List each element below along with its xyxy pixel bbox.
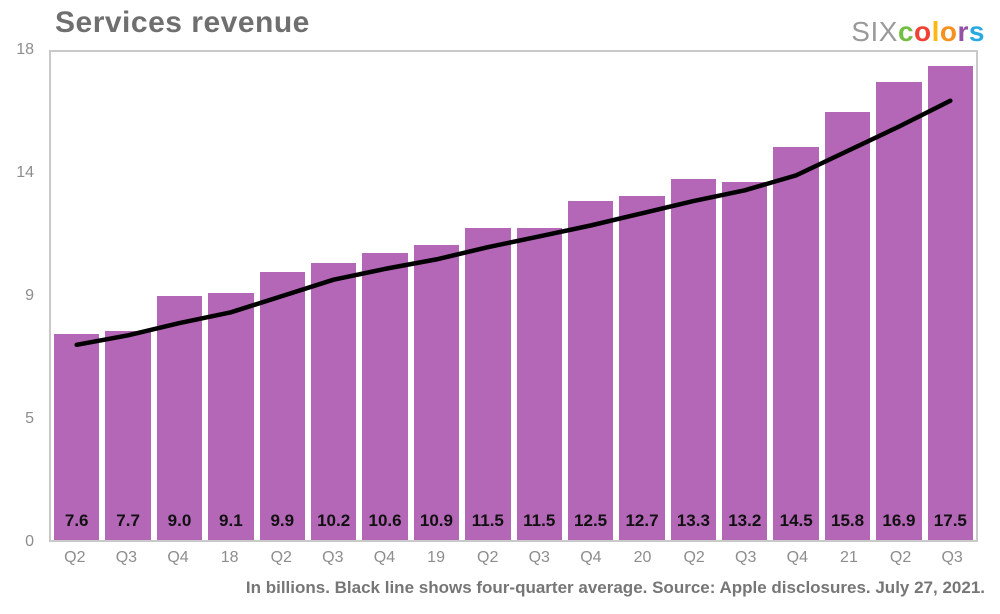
revenue-bar: 7.6: [54, 333, 100, 540]
bar-value-label: 12.5: [574, 511, 608, 530]
sixcolors-logo: SIXcolors: [851, 16, 985, 48]
logo-letter: o: [914, 16, 932, 47]
bar-value-label: 9.0: [167, 511, 192, 530]
bar-value-label: 7.7: [116, 511, 140, 530]
x-tick-label: Q3: [322, 549, 344, 566]
bar-value-label: 10.6: [368, 511, 402, 530]
bar-value-label: 12.7: [625, 511, 659, 530]
bar-value-label: 9.9: [270, 511, 295, 530]
bar-value-label: 17.5: [933, 511, 967, 530]
y-tick-label: 9: [25, 287, 34, 304]
x-tick-label: 18: [220, 549, 239, 566]
revenue-bar: 15.8: [824, 111, 871, 540]
logo-letter: s: [968, 16, 985, 47]
revenue-bar: 9.0: [156, 296, 203, 540]
bar-value-label: 13.3: [676, 511, 710, 530]
revenue-bar: 14.5: [773, 146, 819, 540]
x-tick-label: Q2: [270, 549, 292, 566]
x-tick-label: Q4: [786, 549, 808, 566]
logo-letter: l: [931, 16, 940, 47]
x-tick-label: Q3: [115, 549, 138, 566]
y-tick-label: 14: [16, 164, 34, 181]
bar-value-label: 9.1: [219, 511, 243, 530]
plot-area: 7.6 7.7 9.0 9.1 9.9 10.2 10.6 10.9 11.5 11.5 12.5 1…: [49, 50, 978, 542]
x-tick-label: Q2: [683, 549, 705, 566]
x-tick-label: Q3: [941, 549, 963, 566]
bar-value-label: 7.6: [64, 511, 89, 530]
y-tick-label: 18: [16, 41, 34, 58]
x-tick-label: Q2: [64, 549, 86, 566]
x-tick-label: Q4: [167, 549, 189, 566]
bar-value-label: 10.9: [419, 511, 453, 530]
logo-letter: c: [897, 16, 915, 47]
bar-value-label: 15.8: [831, 511, 865, 530]
bar-value-label: 11.5: [523, 511, 556, 530]
logo-letter: r: [957, 16, 969, 47]
bar-value-label: 11.5: [471, 511, 504, 530]
x-tick-label: Q3: [528, 549, 550, 566]
revenue-bar: 16.9: [876, 81, 922, 540]
x-tick-label: 21: [840, 549, 858, 566]
revenue-bar: 9.1: [208, 293, 254, 540]
source-caption: In billions. Black line shows four-quart…: [245, 578, 985, 597]
x-tick-label: 19: [427, 549, 445, 566]
revenue-bar: 10.6: [362, 252, 408, 540]
revenue-bar: 11.5: [516, 228, 562, 540]
logo-six-text: SIX: [851, 16, 898, 47]
logo-letter: o: [939, 16, 958, 47]
bar-value-label: 10.2: [317, 511, 351, 530]
x-tick-label: 20: [633, 549, 652, 566]
revenue-bar: 12.5: [567, 201, 614, 540]
bars-container: 7.6 7.7 9.0 9.1 9.9 10.2 10.6 10.9 11.5 11.5 12.5 1…: [51, 52, 976, 540]
bar-value-label: 13.2: [728, 511, 762, 530]
revenue-bar: 13.3: [670, 179, 717, 540]
revenue-bar: 11.5: [465, 228, 511, 540]
bar-value-label: 16.9: [882, 511, 916, 530]
revenue-bar: 13.2: [722, 182, 768, 540]
x-tick-label: Q4: [373, 549, 396, 566]
y-axis: 0 5 9 14 18: [0, 41, 42, 550]
revenue-bar: 10.9: [413, 244, 460, 540]
revenue-bar: 17.5: [927, 65, 974, 540]
y-tick-label: 5: [25, 410, 34, 427]
x-tick-label: Q2: [477, 549, 499, 566]
logo-colors-text: colors: [898, 16, 985, 47]
revenue-bar: 10.2: [310, 263, 357, 540]
revenue-bar: 9.9: [259, 271, 305, 540]
x-tick-label: Q3: [735, 549, 757, 566]
x-tick-label: Q2: [889, 549, 912, 566]
revenue-bar: 12.7: [619, 195, 665, 540]
revenue-bar: 7.7: [105, 331, 151, 540]
x-tick-label: Q4: [580, 549, 602, 566]
bar-value-label: 14.5: [779, 511, 813, 530]
page-title: Services revenue: [55, 6, 310, 39]
x-axis: Q2 Q3 Q4 18 Q2 Q3 Q4 19 Q2 Q3 Q4 20 Q2 Q3 Q4 21 Q2 Q3: [49, 549, 978, 567]
y-tick-label: 0: [25, 533, 34, 550]
